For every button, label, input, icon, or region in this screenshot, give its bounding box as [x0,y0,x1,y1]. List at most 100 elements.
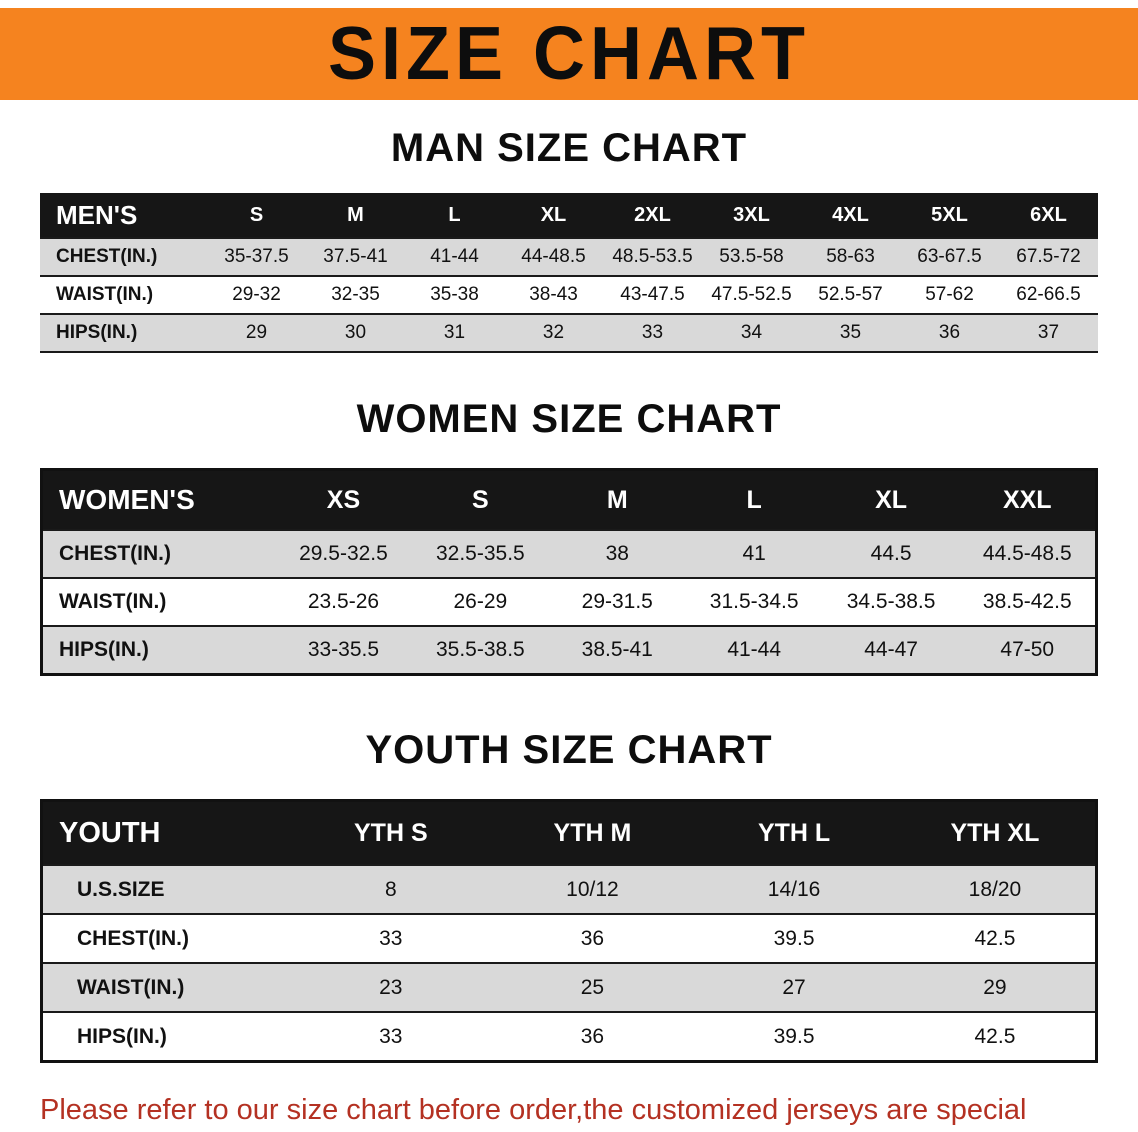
value-cell: 38.5-42.5 [959,577,1097,626]
value-cell: 33 [290,1011,492,1063]
value-cell: 38 [548,529,686,578]
table-row: WAIST(IN.) 29-32 32-35 35-38 38-43 43-47.5 47.… [40,275,1098,314]
size-header-cell: YTH S [290,800,492,865]
value-cell: 44.5-48.5 [959,529,1097,578]
value-cell: 23 [290,962,492,1012]
value-cell: 41-44 [685,625,823,676]
men-size-table: MEN'S S M L XL 2XL 3XL 4XL 5XL 6XL CHEST(IN.) 35-37… [40,193,1098,353]
value-cell: 25 [491,962,694,1012]
size-header-cell: M [548,469,686,530]
value-cell: 35-37.5 [207,237,306,276]
youth-size-table: YOUTH YTH S YTH M YTH L YTH XL U.S.SIZE 8 10/12… [40,799,1098,1063]
value-cell: 52.5-57 [801,275,900,314]
value-cell: 67.5-72 [999,237,1098,276]
value-cell: 43-47.5 [603,275,702,314]
value-cell: 47-50 [959,625,1097,676]
row-label-cell: CHEST(IN.) [40,237,207,276]
value-cell: 39.5 [693,1011,895,1063]
value-cell: 41-44 [405,237,504,276]
value-cell: 41 [685,529,823,578]
value-cell: 29-31.5 [548,577,686,626]
size-header-cell: YTH L [693,800,895,865]
value-cell: 31 [405,313,504,353]
table-row: HIPS(IN.) 33-35.5 35.5-38.5 38.5-41 41-44 44-… [41,625,1097,676]
value-cell: 32-35 [306,275,405,314]
value-cell: 29 [894,962,1097,1012]
value-cell: 36 [491,1011,694,1063]
table-row: CHEST(IN.) 29.5-32.5 32.5-35.5 38 41 44.5 44.5… [41,529,1097,578]
value-cell: 33-35.5 [275,625,412,676]
value-cell: 29-32 [207,275,306,314]
table-row: HIPS(IN.) 29 30 31 32 33 34 35 36 37 [40,313,1098,353]
table-title-cell: WOMEN'S [41,469,275,530]
value-cell: 29.5-32.5 [275,529,412,578]
row-label-cell: U.S.SIZE [41,864,290,914]
table-row: HIPS(IN.) 33 36 39.5 42.5 [41,1011,1097,1063]
page-title: SIZE CHART [328,12,810,97]
value-cell: 32 [504,313,603,353]
youth-section-heading: YOUTH SIZE CHART [365,728,773,772]
row-label-cell: HIPS(IN.) [41,1011,290,1063]
value-cell: 35 [801,313,900,353]
row-label-cell: CHEST(IN.) [41,529,275,578]
size-header-cell: 5XL [900,193,999,238]
size-header-cell: YTH M [491,800,694,865]
size-header-cell: M [306,193,405,238]
value-cell: 63-67.5 [900,237,999,276]
value-cell: 38-43 [504,275,603,314]
table-row: U.S.SIZE 8 10/12 14/16 18/20 [41,864,1097,914]
value-cell: 42.5 [894,1011,1097,1063]
value-cell: 34.5-38.5 [822,577,960,626]
row-label-cell: WAIST(IN.) [40,275,207,314]
row-label-cell: HIPS(IN.) [40,313,207,353]
value-cell: 53.5-58 [702,237,801,276]
row-label-cell: WAIST(IN.) [41,962,290,1012]
row-label-cell: WAIST(IN.) [41,577,275,626]
value-cell: 10/12 [491,864,694,914]
value-cell: 38.5-41 [548,625,686,676]
table-header-row: WOMEN'S XS S M L XL XXL [41,469,1097,530]
value-cell: 34 [702,313,801,353]
table-row: WAIST(IN.) 23 25 27 29 [41,962,1097,1012]
value-cell: 42.5 [894,913,1097,963]
table-row: CHEST(IN.) 33 36 39.5 42.5 [41,913,1097,963]
size-header-cell: 3XL [702,193,801,238]
value-cell: 8 [290,864,492,914]
value-cell: 23.5-26 [275,577,412,626]
value-cell: 30 [306,313,405,353]
men-section-heading: MAN SIZE CHART [390,126,748,170]
value-cell: 27 [693,962,895,1012]
table-header-row: YOUTH YTH S YTH M YTH L YTH XL [41,800,1097,865]
value-cell: 31.5-34.5 [685,577,823,626]
row-label-cell: CHEST(IN.) [41,913,290,963]
value-cell: 44-47 [822,625,960,676]
value-cell: 36 [900,313,999,353]
value-cell: 32.5-35.5 [411,529,549,578]
value-cell: 14/16 [693,864,895,914]
size-header-cell: 6XL [999,193,1098,238]
size-header-cell: XS [275,469,412,530]
table-title-cell: YOUTH [41,800,290,865]
value-cell: 29 [207,313,306,353]
size-header-cell: 2XL [603,193,702,238]
value-cell: 33 [603,313,702,353]
table-row: CHEST(IN.) 35-37.5 37.5-41 41-44 44-48.5 48.5… [40,237,1098,276]
banner: SIZE CHART [0,8,1138,100]
size-header-cell: S [207,193,306,238]
value-cell: 33 [290,913,492,963]
table-row: WAIST(IN.) 23.5-26 26-29 29-31.5 31.5-34.5 34… [41,577,1097,626]
value-cell: 39.5 [693,913,895,963]
disclaimer-line-1: Please refer to our size chart before or… [40,1094,1027,1126]
size-header-cell: S [411,469,549,530]
size-header-cell: 4XL [801,193,900,238]
women-section-heading: WOMEN SIZE CHART [356,397,782,441]
value-cell: 62-66.5 [999,275,1098,314]
table-header-row: MEN'S S M L XL 2XL 3XL 4XL 5XL 6XL [40,193,1098,238]
value-cell: 35.5-38.5 [411,625,549,676]
size-header-cell: YTH XL [894,800,1097,865]
row-label-cell: HIPS(IN.) [41,625,275,676]
value-cell: 44.5 [822,529,960,578]
value-cell: 48.5-53.5 [603,237,702,276]
disclaimer-note: Please refer to our size chart before or… [40,1091,1098,1132]
